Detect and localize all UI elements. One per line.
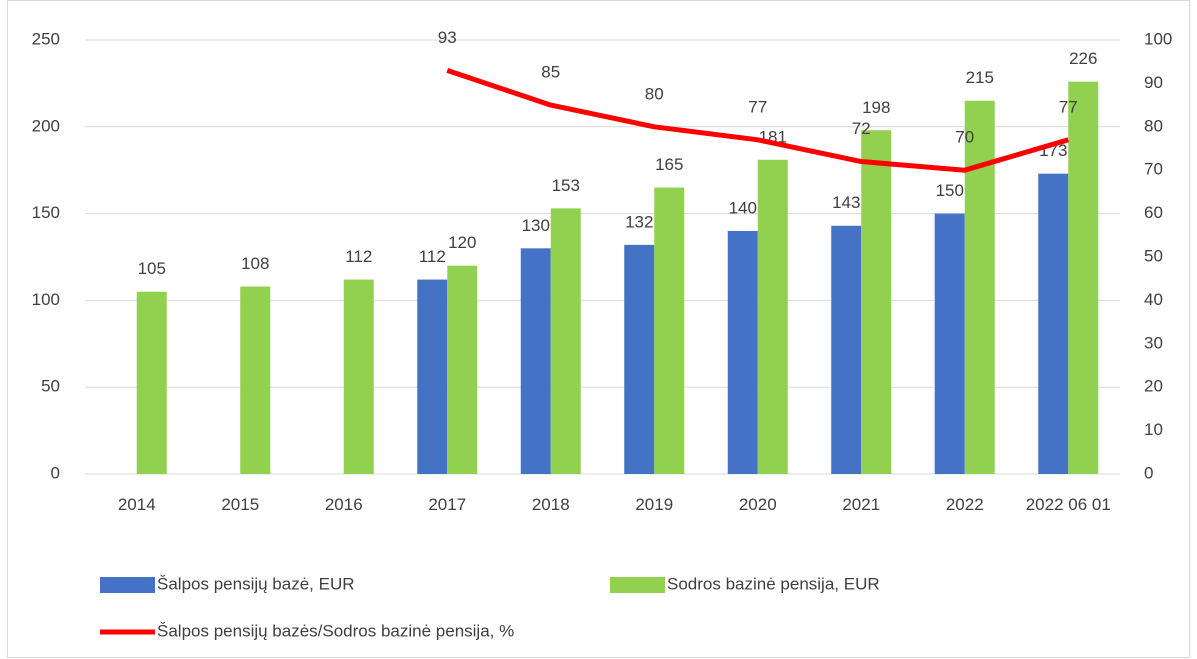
- y-tick-label: 250: [32, 29, 60, 48]
- data-label: 70: [955, 128, 974, 147]
- x-tick-label-box: 2020: [738, 495, 777, 514]
- x-tick-label: 2022 06 01: [1025, 495, 1111, 514]
- data-label: 105: [138, 259, 166, 278]
- x-tick-label-box: 2015: [221, 495, 260, 514]
- x-tick-label: 2016: [324, 495, 363, 514]
- x-tick-label: 2018: [531, 495, 570, 514]
- bar: [343, 279, 374, 474]
- bar: [861, 130, 892, 474]
- bar: [964, 100, 995, 474]
- data-label: 77: [748, 97, 767, 116]
- y-tick-label: 150: [32, 203, 60, 222]
- legend-swatch: [610, 577, 665, 593]
- data-label: 143: [832, 193, 860, 212]
- y-tick-label: 0: [51, 463, 60, 482]
- x-tick-label: 2022: [945, 495, 984, 514]
- y2-tick-label: 70: [1144, 160, 1163, 179]
- data-label: 215: [966, 68, 994, 87]
- y-tick-label: 200: [32, 116, 60, 135]
- x-tick-label: 2019: [635, 495, 674, 514]
- x-tick-label-box: 2021: [842, 495, 881, 514]
- bar: [624, 244, 655, 474]
- bar: [550, 208, 581, 474]
- bar: [1068, 81, 1099, 474]
- y-tick-label: 50: [41, 377, 60, 396]
- x-tick-label-box: 2014: [117, 495, 156, 514]
- x-tick-label: 2015: [221, 495, 260, 514]
- data-label: 112: [345, 247, 372, 266]
- bar: [240, 286, 271, 474]
- data-label: 112: [419, 247, 446, 266]
- legend-label: Šalpos pensijų bazė, EUR: [157, 574, 355, 593]
- bar: [757, 159, 788, 474]
- x-tick-label: 2017: [428, 495, 467, 514]
- chart-border: [7, 0, 1190, 658]
- y2-tick-label: 30: [1144, 333, 1163, 352]
- bar: [831, 225, 862, 474]
- x-tick-label-box: 2016: [324, 495, 363, 514]
- data-label: 165: [655, 155, 683, 174]
- y2-tick-label: 60: [1144, 203, 1163, 222]
- y2-tick-label: 40: [1144, 290, 1163, 309]
- data-label: 120: [448, 233, 476, 252]
- data-label: 72: [852, 119, 871, 138]
- y2-tick-label: 0: [1144, 463, 1153, 482]
- data-label: 108: [241, 254, 269, 273]
- bar: [727, 230, 758, 474]
- y-tick-label: 100: [32, 290, 60, 309]
- y2-tick-label: 20: [1144, 377, 1163, 396]
- bar: [654, 187, 685, 474]
- data-label: 93: [438, 28, 457, 47]
- x-tick-label-box: 2022 06 01: [1025, 495, 1111, 514]
- bar: [1038, 173, 1069, 474]
- legend-label: Sodros bazinė pensija, EUR: [667, 574, 880, 593]
- data-label: 140: [729, 198, 757, 217]
- x-tick-label: 2020: [738, 495, 777, 514]
- line: [446, 68, 1069, 173]
- x-tick-label: 2021: [842, 495, 881, 514]
- data-label: 132: [625, 212, 653, 231]
- data-label: 198: [862, 98, 890, 117]
- bar: [520, 248, 551, 474]
- x-tick-label-box: 2018: [531, 495, 570, 514]
- x-tick-label-box: 2022: [945, 495, 984, 514]
- x-tick-label: 2014: [117, 495, 156, 514]
- bar: [136, 291, 167, 474]
- data-label: 85: [541, 63, 560, 82]
- x-tick-label-box: 2019: [635, 495, 674, 514]
- bar: [934, 213, 965, 474]
- y2-tick-label: 10: [1144, 420, 1163, 439]
- data-label: 153: [552, 176, 580, 195]
- bar: [447, 265, 478, 474]
- y2-tick-label: 100: [1144, 29, 1172, 48]
- data-label: 130: [522, 216, 550, 235]
- y2-tick-label: 90: [1144, 73, 1163, 92]
- data-label: 77: [1059, 97, 1078, 116]
- bar: [417, 279, 448, 474]
- data-label: 150: [936, 181, 964, 200]
- legend-swatch: [100, 577, 155, 593]
- x-tick-label-box: 2017: [428, 495, 467, 514]
- data-label: 226: [1069, 49, 1097, 68]
- legend-label: Šalpos pensijų bazės/Sodros bazinė pensi…: [157, 621, 514, 640]
- data-label: 80: [645, 84, 664, 103]
- y2-tick-label: 50: [1144, 246, 1163, 265]
- y2-tick-label: 80: [1144, 116, 1163, 135]
